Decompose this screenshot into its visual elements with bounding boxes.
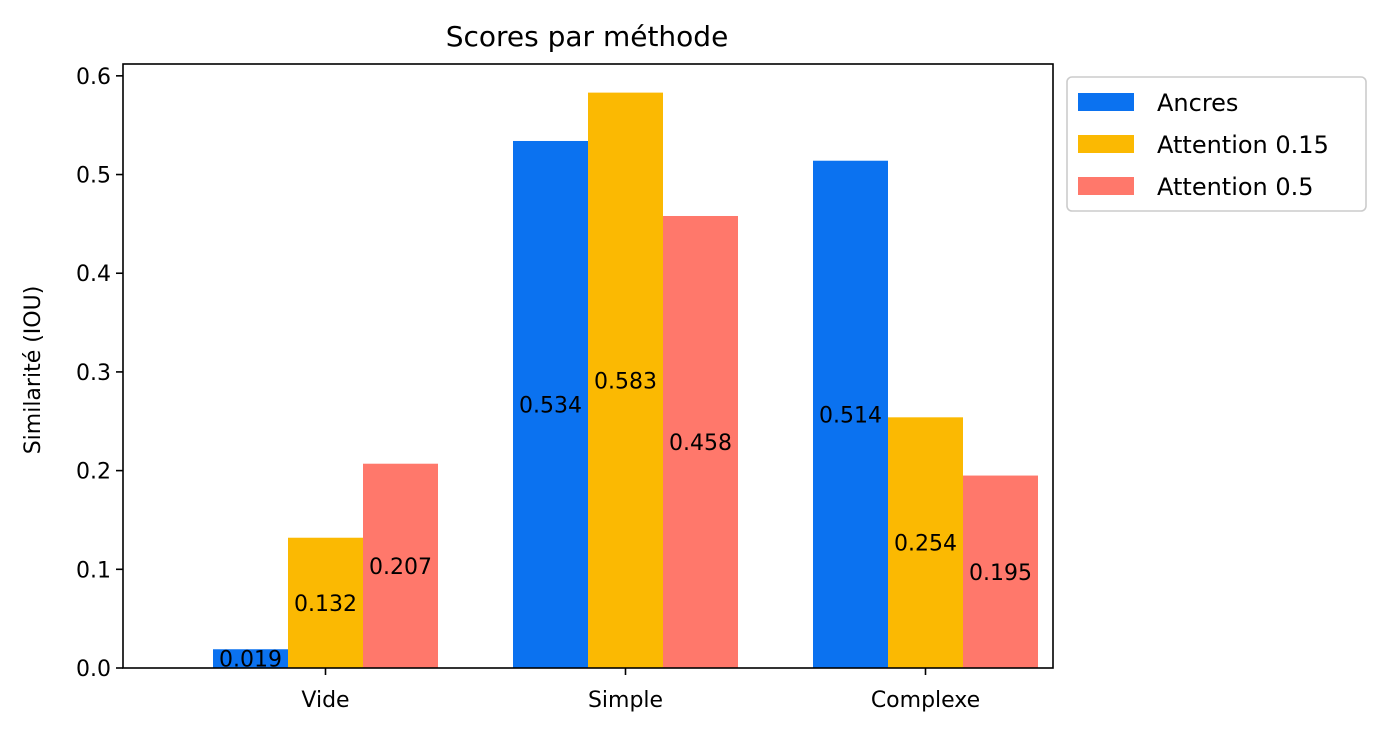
legend-entry-label: Ancres xyxy=(1157,89,1238,117)
bar-simple-series-1 xyxy=(513,140,588,669)
x-tick-label: Complexe xyxy=(871,688,980,713)
legend-entry-label: Attention 0.5 xyxy=(1157,173,1314,201)
x-axis: Vide Simple Complexe xyxy=(301,668,980,713)
bars-group xyxy=(213,92,1038,669)
bar-labels-group: 0.019 0.534 0.514 0.132 0.583 0.254 0.207 0.458… xyxy=(219,369,1032,672)
bar-value-label: 0.583 xyxy=(594,369,657,394)
bar-vide-series-1 xyxy=(213,649,288,668)
y-axis: 0.0 0.1 0.2 0.3 0.4 0.5 0.6 xyxy=(76,65,123,682)
bar-complexe-series-2 xyxy=(888,417,963,668)
legend-box xyxy=(1066,76,1367,212)
bar-value-label: 0.458 xyxy=(669,431,732,456)
y-axis-label: Similarité (IOU) xyxy=(21,286,46,455)
bar-complexe-series-3 xyxy=(963,475,1038,668)
x-tick-label: Vide xyxy=(301,688,349,713)
x-tick-label: Simple xyxy=(588,688,663,713)
bar-value-label: 0.019 xyxy=(219,648,282,673)
bar-simple-series-2 xyxy=(588,92,663,669)
bar-value-label: 0.254 xyxy=(894,532,957,557)
legend-swatch xyxy=(1078,135,1134,153)
bar-simple-series-3 xyxy=(663,215,738,669)
y-tick-label: 0.4 xyxy=(76,262,111,287)
legend-entry-label: Attention 0.15 xyxy=(1157,131,1329,159)
bar-value-label: 0.534 xyxy=(519,393,582,418)
y-tick-label: 0.6 xyxy=(76,65,111,90)
y-tick-label: 0.3 xyxy=(76,361,111,386)
bar-value-label: 0.195 xyxy=(969,561,1032,586)
legend-swatch xyxy=(1078,177,1134,195)
bar-value-label: 0.207 xyxy=(369,555,432,580)
legend-swatch xyxy=(1078,93,1134,111)
bar-value-label: 0.132 xyxy=(294,592,357,617)
bar-value-label: 0.514 xyxy=(819,403,882,428)
y-tick-label: 0.1 xyxy=(76,558,111,583)
bar-vide-series-3 xyxy=(363,463,438,668)
y-tick-label: 0.2 xyxy=(76,460,111,485)
y-tick-label: 0.0 xyxy=(76,657,111,682)
bar-vide-series-2 xyxy=(288,537,363,668)
bar-complexe-series-1 xyxy=(813,160,888,668)
y-tick-label: 0.5 xyxy=(76,164,111,189)
plot-frame xyxy=(122,63,1054,669)
chart-title: Scores par méthode xyxy=(446,20,729,53)
legend: Ancres Attention 0.15 Attention 0.5 xyxy=(1066,76,1367,212)
